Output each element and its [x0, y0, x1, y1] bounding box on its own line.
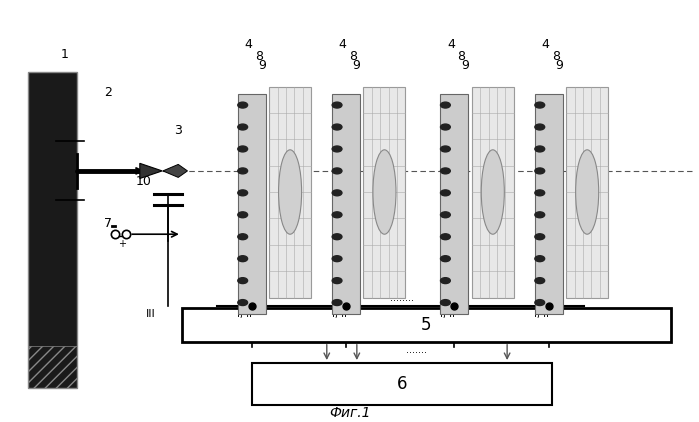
Bar: [535, 94, 563, 314]
Text: 8: 8: [254, 51, 263, 63]
Text: III: III: [145, 309, 155, 319]
Text: 9: 9: [461, 59, 469, 72]
Circle shape: [238, 300, 247, 306]
Text: 10: 10: [136, 175, 151, 188]
Text: 8: 8: [457, 51, 466, 63]
Polygon shape: [163, 165, 187, 177]
Text: 3: 3: [174, 124, 182, 137]
Circle shape: [238, 168, 247, 174]
Ellipse shape: [278, 150, 302, 234]
Circle shape: [440, 102, 450, 108]
Circle shape: [440, 234, 450, 240]
Circle shape: [332, 190, 342, 196]
Circle shape: [440, 168, 450, 174]
Circle shape: [440, 146, 450, 152]
Text: I, II: I, II: [440, 309, 455, 319]
Circle shape: [238, 102, 247, 108]
Circle shape: [440, 124, 450, 130]
Bar: [566, 87, 608, 298]
Circle shape: [535, 168, 545, 174]
Text: 4: 4: [447, 38, 455, 51]
Bar: [28, 72, 77, 388]
Bar: [269, 87, 311, 298]
Circle shape: [535, 278, 545, 284]
Bar: [28, 346, 77, 388]
Circle shape: [440, 278, 450, 284]
Circle shape: [332, 146, 342, 152]
Circle shape: [535, 124, 545, 130]
Text: 8: 8: [552, 51, 560, 63]
Circle shape: [535, 300, 545, 306]
Text: 4: 4: [338, 38, 347, 51]
Circle shape: [535, 190, 545, 196]
Circle shape: [332, 300, 342, 306]
Bar: [440, 94, 468, 314]
Text: 9: 9: [352, 59, 361, 72]
Circle shape: [535, 146, 545, 152]
Circle shape: [440, 212, 450, 218]
Bar: [332, 94, 360, 314]
Text: 7: 7: [104, 217, 113, 230]
Circle shape: [332, 212, 342, 218]
Text: 4: 4: [244, 38, 252, 51]
Circle shape: [238, 146, 247, 152]
Bar: [238, 94, 266, 314]
Circle shape: [535, 256, 545, 262]
Circle shape: [238, 190, 247, 196]
Circle shape: [440, 190, 450, 196]
Text: I, II: I, II: [331, 309, 347, 319]
Text: I, II: I, II: [237, 309, 252, 319]
Text: I, II: I, II: [534, 309, 549, 319]
Polygon shape: [140, 163, 162, 179]
Circle shape: [238, 212, 247, 218]
Text: Фиг.1: Фиг.1: [329, 406, 370, 420]
Text: .......: .......: [406, 345, 428, 355]
Text: 9: 9: [555, 59, 563, 72]
Text: ........: ........: [390, 292, 414, 303]
Circle shape: [440, 256, 450, 262]
Circle shape: [535, 234, 545, 240]
Bar: [182, 308, 671, 342]
Ellipse shape: [576, 150, 599, 234]
Text: 2: 2: [104, 87, 113, 99]
Text: 4: 4: [541, 38, 549, 51]
Text: 5: 5: [421, 316, 432, 334]
Bar: [363, 87, 405, 298]
Circle shape: [332, 234, 342, 240]
Circle shape: [332, 124, 342, 130]
Text: +: +: [118, 239, 127, 249]
Circle shape: [332, 168, 342, 174]
Circle shape: [535, 212, 545, 218]
Circle shape: [535, 102, 545, 108]
Circle shape: [332, 102, 342, 108]
Circle shape: [238, 234, 247, 240]
Circle shape: [332, 256, 342, 262]
Circle shape: [332, 278, 342, 284]
Circle shape: [440, 300, 450, 306]
Circle shape: [238, 256, 247, 262]
Ellipse shape: [482, 150, 505, 234]
Ellipse shape: [373, 150, 396, 234]
Text: 1: 1: [60, 49, 69, 61]
Circle shape: [238, 124, 247, 130]
Bar: [472, 87, 514, 298]
Bar: [252, 363, 552, 405]
Circle shape: [238, 278, 247, 284]
Text: 8: 8: [349, 51, 357, 63]
Text: 9: 9: [258, 59, 266, 72]
Text: 6: 6: [396, 375, 408, 393]
